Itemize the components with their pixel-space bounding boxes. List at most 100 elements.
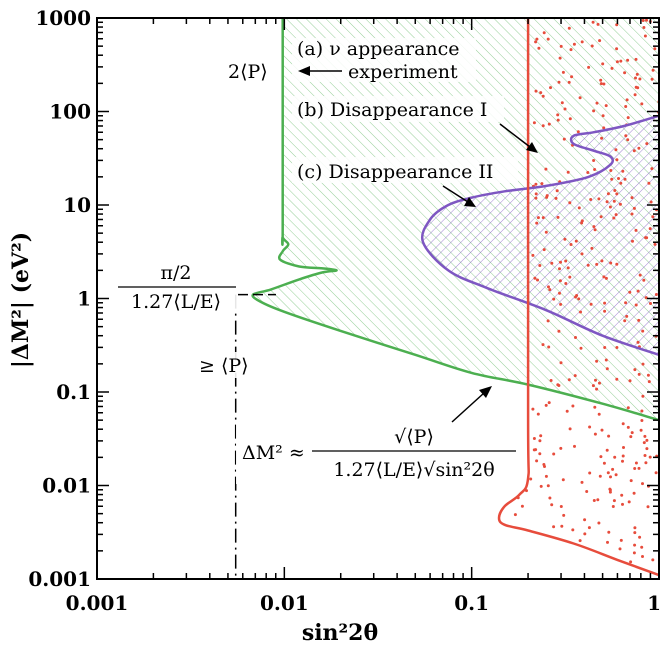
dot <box>624 301 628 305</box>
dot <box>534 40 538 44</box>
dot <box>598 381 601 385</box>
dot <box>620 493 624 497</box>
dot <box>643 34 647 38</box>
dot <box>626 116 630 120</box>
dot <box>597 521 601 525</box>
dot <box>593 168 597 171</box>
dot <box>628 379 632 383</box>
dot <box>601 62 605 66</box>
dot <box>539 434 543 438</box>
dot <box>566 170 570 174</box>
dot <box>562 137 566 141</box>
dot <box>540 182 544 186</box>
formula-denominator: 1.27⟨L/E⟩√sin²2θ <box>333 459 494 481</box>
dot <box>626 425 630 429</box>
arrowhead-c-icon <box>464 197 476 207</box>
dot <box>558 291 561 295</box>
dot <box>529 477 533 481</box>
dot <box>614 148 618 152</box>
y-tick-label: 0.001 <box>28 567 91 591</box>
dot <box>580 480 584 484</box>
dot <box>627 500 631 504</box>
dot <box>596 22 600 26</box>
y-tick-label: 0.01 <box>42 474 91 498</box>
dot <box>552 452 556 456</box>
dot <box>638 535 642 539</box>
dot <box>591 384 595 388</box>
annotations: (a) ν appearance experiment 2⟨P⟩ (b) Dis… <box>116 38 538 484</box>
dot <box>624 134 628 138</box>
dot <box>626 58 630 62</box>
dot <box>536 412 540 416</box>
dot <box>640 409 644 413</box>
dot <box>541 216 545 220</box>
dot <box>539 91 543 95</box>
dot <box>600 136 604 140</box>
x-tick-label: 0.1 <box>454 591 489 615</box>
dot <box>592 499 596 502</box>
dot <box>648 227 652 231</box>
dot <box>623 177 627 181</box>
curve-b <box>421 114 659 356</box>
dot <box>602 82 606 86</box>
dot <box>578 96 582 100</box>
dot <box>544 230 548 234</box>
dot <box>592 109 596 113</box>
dot <box>595 262 599 266</box>
dot <box>641 394 645 398</box>
dot <box>548 496 552 500</box>
dot <box>641 362 645 366</box>
dot <box>544 474 548 478</box>
dot <box>641 19 645 22</box>
dot <box>642 278 646 282</box>
dot <box>558 267 561 271</box>
dot <box>629 479 633 483</box>
dot <box>549 379 553 382</box>
dot <box>541 124 545 128</box>
dot <box>563 107 567 111</box>
dot <box>534 192 538 196</box>
annotation-a-line2: experiment <box>348 61 458 83</box>
dot <box>634 228 638 232</box>
dot <box>550 261 554 265</box>
dot <box>615 47 619 51</box>
dot <box>651 558 655 562</box>
dot <box>568 117 572 121</box>
dot <box>615 377 619 381</box>
annotation-two-p: 2⟨P⟩ <box>228 61 268 83</box>
dot <box>636 340 640 344</box>
dot <box>547 345 551 349</box>
axis-ticks <box>96 17 660 580</box>
dot <box>649 200 653 204</box>
dot <box>654 471 658 475</box>
dot <box>562 513 566 517</box>
dot <box>546 484 550 488</box>
dot <box>641 329 645 333</box>
dot <box>611 467 615 471</box>
dot <box>586 171 590 174</box>
dot <box>621 502 624 506</box>
arrow-formula <box>451 392 485 423</box>
boundary-curves <box>251 18 659 577</box>
dot <box>612 216 616 220</box>
dot <box>559 361 563 365</box>
dot <box>623 319 627 323</box>
dot <box>565 409 569 413</box>
dot <box>653 47 657 51</box>
dot <box>640 545 644 549</box>
dot <box>580 219 584 223</box>
dot <box>603 309 607 313</box>
annotation-b: (b) Disappearance I <box>297 99 487 121</box>
dot <box>567 378 571 382</box>
annotation-ge-p: ≥ ⟨P⟩ <box>199 355 249 377</box>
dot <box>650 77 654 81</box>
dot <box>560 101 564 105</box>
dot <box>602 461 606 465</box>
x-tick-label: 0.001 <box>66 591 129 615</box>
dot <box>534 448 538 452</box>
dot <box>632 149 636 153</box>
dot <box>557 80 561 84</box>
dot <box>615 60 619 64</box>
dot <box>559 260 562 264</box>
